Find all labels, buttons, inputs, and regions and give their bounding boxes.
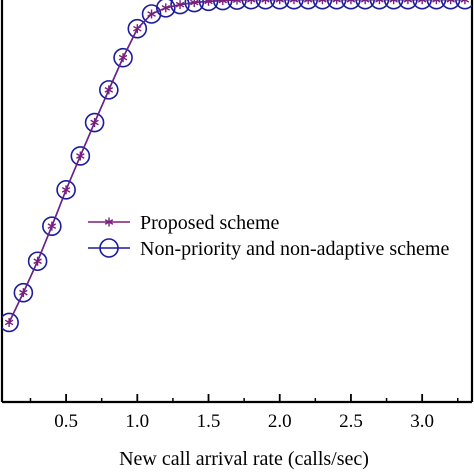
circle-marker [326,0,347,10]
circle-marker [412,0,432,10]
asterisk-marker [303,0,313,5]
asterisk-marker [4,317,14,327]
circle-marker [383,0,404,10]
asterisk-marker [446,0,455,5]
circle-marker [113,47,133,68]
legend-label-proposed: Proposed scheme [140,212,280,234]
asterisk-marker [346,0,356,5]
circle-marker [312,0,333,10]
circle-marker [269,0,290,10]
legend-label-non-priority: Non-priority and non-adaptive scheme [140,238,449,260]
x-tick-label: 1.5 [197,411,221,432]
x-tick-label: 0.5 [54,411,78,432]
circle-marker [341,0,361,10]
asterisk-marker [76,151,85,161]
circle-marker [42,216,62,236]
asterisk-marker [318,0,327,5]
circle-marker [440,0,461,10]
asterisk-marker [417,0,427,5]
asterisk-marker [161,3,171,13]
circle-marker [84,112,105,133]
circle-marker [56,180,76,200]
circle-marker [426,0,447,10]
legend-circle-marker [99,238,119,258]
circle-marker [141,4,162,24]
circle-marker [70,146,91,166]
asterisk-marker [389,0,398,5]
x-tick-label: 2.0 [268,411,292,432]
circle-marker [27,251,48,272]
circle-marker [184,0,205,13]
legend-asterisk-marker [104,217,114,227]
circle-marker [170,0,190,15]
asterisk-marker [432,0,441,5]
circle-marker [241,0,262,10]
circle-marker [99,80,119,100]
asterisk-marker [289,0,299,5]
asterisk-marker [204,0,213,6]
asterisk-marker [47,221,57,231]
asterisk-marker [61,185,71,195]
asterisk-marker [360,0,370,5]
circle-marker [284,0,304,10]
asterisk-marker [275,0,284,5]
asterisk-marker [246,0,256,5]
asterisk-marker [332,0,341,5]
circle-marker [298,0,319,10]
circle-marker [127,18,148,39]
asterisk-marker [232,0,242,5]
circle-marker [13,282,34,303]
series-line-proposed [8,0,465,323]
circle-marker [369,0,390,10]
asterisk-marker [90,118,99,128]
asterisk-marker [133,24,142,34]
asterisk-marker [403,0,413,5]
x-tick-label: 3.0 [410,411,434,432]
x-axis-title: New call arrival rate (calls/sec) [119,448,369,470]
circle-marker [2,312,19,333]
asterisk-marker [118,53,128,63]
asterisk-marker [375,0,384,5]
asterisk-marker [147,9,156,19]
asterisk-marker [460,0,470,5]
x-tick-label: 2.5 [339,411,363,432]
circle-marker [355,0,375,10]
asterisk-marker [190,0,199,8]
circle-marker [398,0,418,10]
asterisk-marker [261,0,270,5]
asterisk-marker [33,256,42,266]
x-tick-label: 1.0 [125,411,149,432]
asterisk-marker [104,85,114,95]
asterisk-marker [218,0,228,6]
asterisk-marker [19,288,28,298]
circle-marker [255,0,276,10]
circle-marker [155,0,176,18]
asterisk-marker [175,0,185,10]
circle-marker [455,0,472,10]
